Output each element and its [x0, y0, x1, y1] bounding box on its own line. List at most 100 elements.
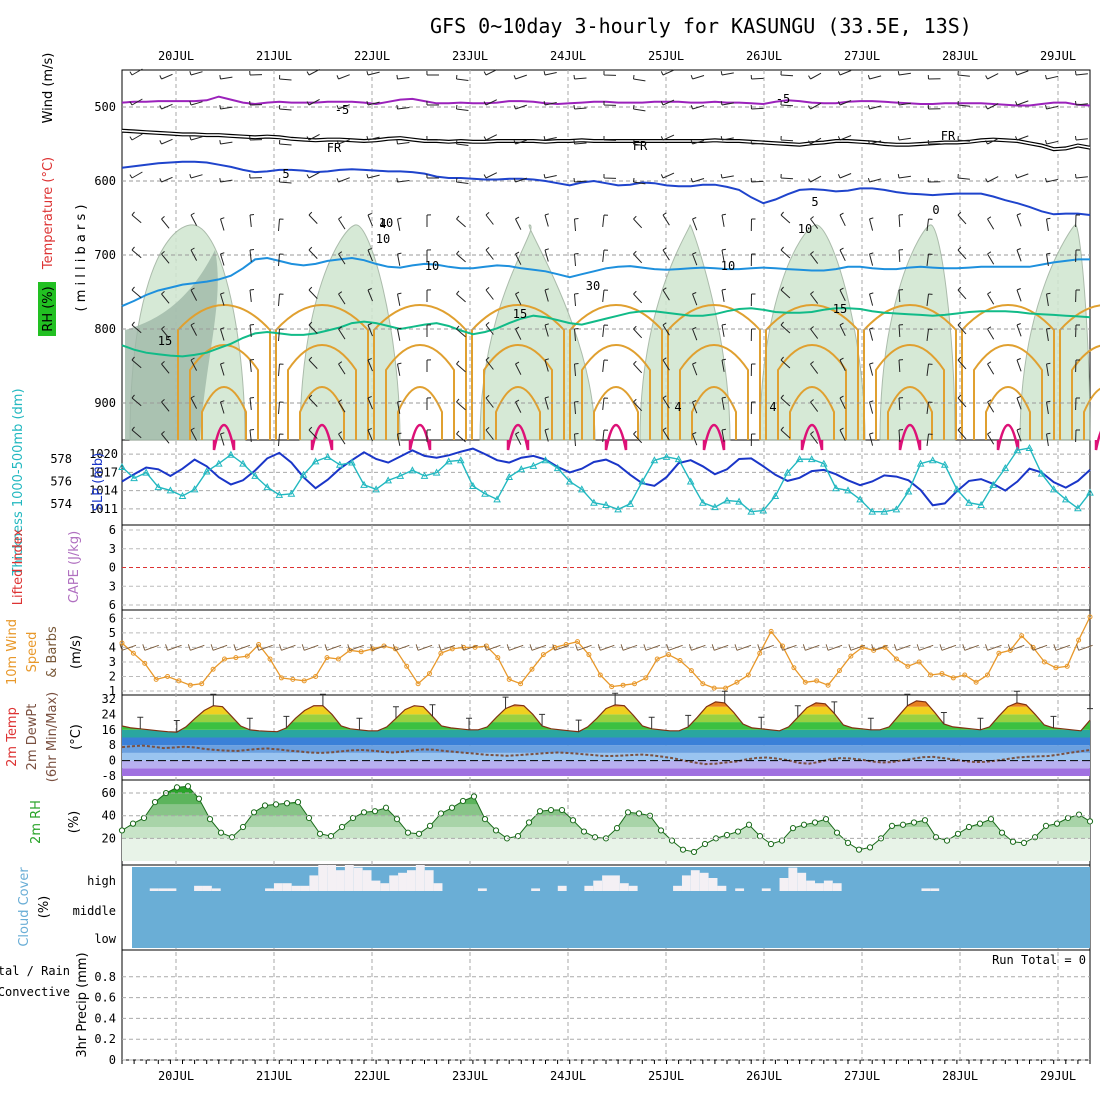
wind-barb: [485, 427, 494, 440]
wind-barb: [721, 358, 727, 372]
wind-barb: [1016, 358, 1022, 372]
rh-point: [701, 840, 709, 848]
wind-barb: [367, 212, 373, 227]
wind-barb: [574, 218, 579, 232]
rh2m-axis-label: 2m RH: [29, 800, 44, 844]
wind-barb: [426, 324, 432, 337]
rh-point: [987, 816, 995, 823]
cloud-bar: [788, 867, 798, 891]
rh-point: [679, 846, 687, 853]
wind-barb: [660, 69, 675, 76]
wind-barb: [131, 394, 142, 407]
wind-speed-line: [121, 616, 1091, 689]
wind-barb: [367, 247, 373, 262]
theta-line: [863, 304, 957, 440]
wind-barb: [129, 68, 143, 76]
wind-barb: [602, 359, 609, 372]
wind-speed-point: [939, 671, 945, 677]
rh-point: [888, 822, 896, 829]
rh-point: [536, 808, 544, 815]
wind-barb: [159, 176, 173, 183]
wind-barb: [750, 74, 764, 80]
wind-speed-point: [233, 655, 239, 661]
rh-point: [360, 809, 368, 816]
wind-barb: [926, 253, 933, 266]
temp-minmax-bar: [575, 719, 582, 732]
wind-tick-label: 6: [109, 611, 116, 625]
contour-label: 5: [282, 167, 289, 181]
wind-barb: [1075, 70, 1088, 76]
wind-barb: [720, 135, 734, 141]
wind-barb: [660, 172, 675, 179]
wind-barb: [690, 75, 705, 80]
surface-wind-barb: [985, 644, 1002, 651]
wind-barb: [161, 326, 170, 339]
wind-barb: [279, 177, 292, 184]
wind-barb: [837, 100, 852, 106]
pressure-axis-label: ( m i l l i b a r s ): [74, 205, 89, 312]
wind-barb: [574, 433, 579, 447]
wind-barb: [867, 140, 882, 145]
theta-line: [495, 386, 541, 440]
contour-label: 4: [674, 400, 681, 414]
surface-wind-barb: [802, 644, 820, 651]
wind-barb: [573, 139, 587, 145]
rh-point: [800, 821, 808, 828]
wind-barb: [957, 211, 967, 225]
thickness-point: [650, 456, 659, 464]
wind-barb: [780, 135, 794, 142]
wind-barb: [456, 139, 469, 146]
wind-barb: [1046, 327, 1051, 341]
wind-barb: [544, 396, 549, 410]
wind-barb: [544, 248, 549, 262]
wind-barb: [780, 246, 791, 259]
surface-wind-barb: [119, 644, 137, 651]
wind-barb: [633, 215, 643, 229]
theta-line: [973, 344, 1043, 440]
wind-barb: [513, 177, 527, 183]
thickness-point: [239, 459, 247, 467]
wind-speed-point: [130, 650, 136, 656]
wind-barb: [544, 323, 549, 337]
wind-speed-point: [483, 643, 489, 649]
rh-point: [1020, 839, 1028, 846]
wind-barb: [456, 430, 466, 443]
surface-wind-barb: [165, 644, 182, 651]
wind-barb: [485, 247, 494, 260]
wind-barb: [396, 177, 410, 183]
surface-wind-barb: [552, 644, 569, 651]
thickness-point: [432, 468, 441, 476]
wind-barb: [633, 360, 643, 374]
cloud-bar: [309, 875, 319, 891]
thickness-point: [795, 455, 804, 463]
wind-speed-point: [962, 672, 968, 678]
rh-point: [338, 823, 346, 831]
surface-wind-barb: [575, 644, 592, 651]
wind-barb: [957, 286, 967, 300]
wind-barb: [397, 217, 402, 231]
wind-barb: [279, 74, 292, 81]
rh-point: [481, 816, 489, 823]
isotherm-line-5: [121, 160, 1091, 216]
wind-barb: [662, 357, 670, 371]
wind-barb: [189, 174, 203, 179]
rh-point: [261, 802, 269, 809]
day-label-top: 22JUL: [354, 49, 390, 63]
theta-line: [702, 424, 726, 451]
wind-barb: [543, 173, 557, 179]
cloud-bar: [832, 883, 842, 891]
wind-barb: [279, 104, 292, 111]
wind-barb: [338, 326, 346, 340]
cloud-level-label: low: [94, 932, 116, 946]
thickness-point: [856, 495, 864, 503]
rh-point: [965, 823, 973, 831]
wind-barb: [513, 104, 527, 110]
wind-speed-point: [529, 666, 535, 672]
surface-wind-barb: [506, 644, 524, 651]
wind-barb: [338, 291, 346, 305]
day-label-top: 20JUL: [158, 49, 194, 63]
wind-speed-point: [973, 679, 979, 685]
wind-barb: [602, 289, 609, 302]
wind-speed-point: [825, 682, 831, 688]
wind-barb: [515, 361, 522, 375]
